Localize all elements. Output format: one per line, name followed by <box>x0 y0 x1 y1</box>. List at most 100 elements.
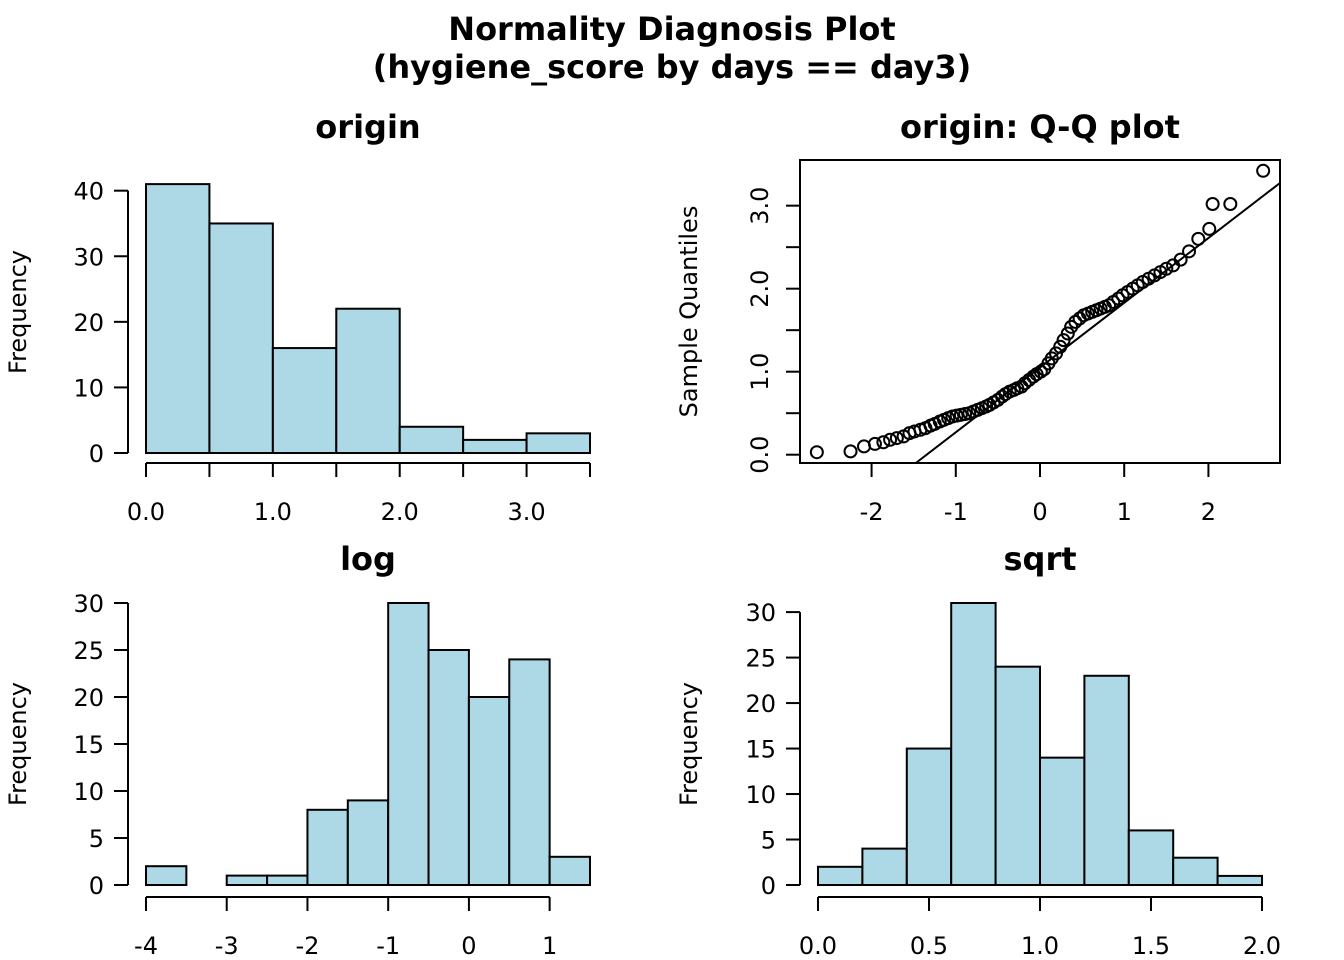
histogram-bar <box>208 222 274 454</box>
histogram-bar <box>346 799 390 887</box>
x-tick-label: 3.0 <box>507 498 545 526</box>
x-tick-label: 0.0 <box>799 932 837 960</box>
y-tick-label: 0 <box>89 440 104 468</box>
y-axis-label-log: Frequency <box>4 682 32 806</box>
x-axis-origin: 0.0 1.0 2.0 3.0 <box>127 462 591 526</box>
y-tick-label: 10 <box>73 374 104 402</box>
histogram-bar <box>1127 829 1175 887</box>
histogram-bar <box>467 696 511 886</box>
y-tick-label: 15 <box>745 736 776 764</box>
y-axis-sqrt: 0 5 10 15 20 25 30 <box>745 599 801 900</box>
qq-point <box>809 445 824 460</box>
histogram-bar <box>1172 856 1219 886</box>
y-tick-label: 30 <box>745 599 776 627</box>
qq-points <box>809 163 1271 460</box>
x-tick-label: -2 <box>860 498 884 526</box>
x-tick-label: 0 <box>461 932 476 960</box>
panel-title-sqrt: sqrt <box>1003 540 1076 578</box>
qq-point <box>1205 196 1220 211</box>
y-tick-label: 40 <box>73 178 104 206</box>
histogram-bar <box>508 658 551 887</box>
y-tick-label: 1.0 <box>746 353 774 391</box>
figure-title-line1: Normality Diagnosis Plot <box>448 10 895 48</box>
x-tick-label: 1.0 <box>1021 932 1059 960</box>
x-tick-label: 2 <box>1201 498 1216 526</box>
y-tick-label: 15 <box>73 731 104 759</box>
x-tick-label: 0.0 <box>127 498 165 526</box>
y-tick-label: 3.0 <box>746 187 774 225</box>
histogram-bar <box>548 855 591 886</box>
histogram-bar <box>1083 674 1130 886</box>
qq-point <box>1223 196 1238 211</box>
x-tick-label: 0.5 <box>910 932 948 960</box>
histogram-bar <box>861 847 908 887</box>
y-tick-label: 20 <box>73 309 104 337</box>
qq-point <box>867 436 882 451</box>
x-tick-label: 1 <box>1117 498 1132 526</box>
qq-point <box>1111 291 1126 306</box>
y-axis-label-origin: Frequency <box>4 250 32 374</box>
histogram-bar <box>225 874 269 886</box>
qq-point <box>1159 261 1174 276</box>
y-tick-label: 10 <box>745 781 776 809</box>
y-tick-label: 20 <box>745 690 776 718</box>
y-axis-qq: 0.0 1.0 2.0 3.0 <box>746 187 800 474</box>
y-tick-label: 25 <box>73 637 104 665</box>
qq-point <box>889 431 904 446</box>
x-tick-label: 2.0 <box>1243 932 1281 960</box>
x-axis-sqrt: 0.0 0.5 1.0 1.5 2.0 <box>799 896 1281 960</box>
x-tick-label: -1 <box>944 498 968 526</box>
qq-point <box>1256 163 1271 178</box>
qq-point <box>843 444 858 459</box>
plot-frame <box>799 159 1281 464</box>
figure-title-line2: (hygiene_score by days == day3) <box>373 48 971 86</box>
qq-point <box>876 435 891 450</box>
y-tick-label: 25 <box>745 645 776 673</box>
panel-title-qq: origin: Q-Q plot <box>900 108 1180 146</box>
y-axis-label-sqrt: Frequency <box>675 682 703 806</box>
y-tick-label: 5 <box>89 825 104 853</box>
qq-point <box>1202 221 1217 236</box>
histogram-bar <box>905 747 953 887</box>
y-tick-label: 30 <box>73 590 104 618</box>
qq-point <box>1191 231 1206 246</box>
histogram-bar <box>145 183 211 454</box>
y-axis-label-qq: Sample Quantiles <box>675 206 703 418</box>
x-tick-label: -4 <box>134 932 158 960</box>
y-tick-label: 2.0 <box>746 270 774 308</box>
histogram-bar <box>525 432 591 455</box>
panel-qq: origin: Q-Q plot Sample Quantiles -2 -1 0 1 2 0… <box>675 108 1281 526</box>
qq-reference-line <box>914 182 1280 463</box>
qq-point <box>1053 339 1068 354</box>
qq-point <box>1060 326 1075 341</box>
y-tick-label: 10 <box>73 778 104 806</box>
y-tick-label: 0 <box>761 872 776 900</box>
histogram-bar <box>462 438 528 455</box>
x-tick-label: -2 <box>295 932 319 960</box>
y-axis-log: 0 5 10 15 20 25 30 <box>73 590 129 900</box>
histogram-bar <box>994 665 1041 887</box>
qq-point <box>1033 364 1048 379</box>
histogram-bar <box>145 865 188 887</box>
x-axis-log: -4 -3 -2 -1 0 1 <box>134 896 557 960</box>
y-tick-label: 30 <box>73 243 104 271</box>
qq-point <box>1068 314 1083 329</box>
panel-title-origin: origin <box>315 108 420 146</box>
x-tick-label: -3 <box>215 932 239 960</box>
x-tick-label: 0 <box>1032 498 1047 526</box>
histogram-bar <box>387 602 430 886</box>
qq-point <box>1102 298 1117 313</box>
histogram-bar <box>266 874 309 886</box>
qq-point <box>1173 252 1188 267</box>
panel-title-log: log <box>340 540 396 578</box>
qq-point <box>1182 244 1197 259</box>
histogram-bar <box>335 307 401 454</box>
qq-point <box>883 432 898 447</box>
qq-point <box>1017 376 1032 391</box>
x-tick-label: 1 <box>542 932 557 960</box>
y-tick-label: 20 <box>73 684 104 712</box>
histogram-bar <box>271 347 338 454</box>
x-tick-label: 1.0 <box>254 498 292 526</box>
